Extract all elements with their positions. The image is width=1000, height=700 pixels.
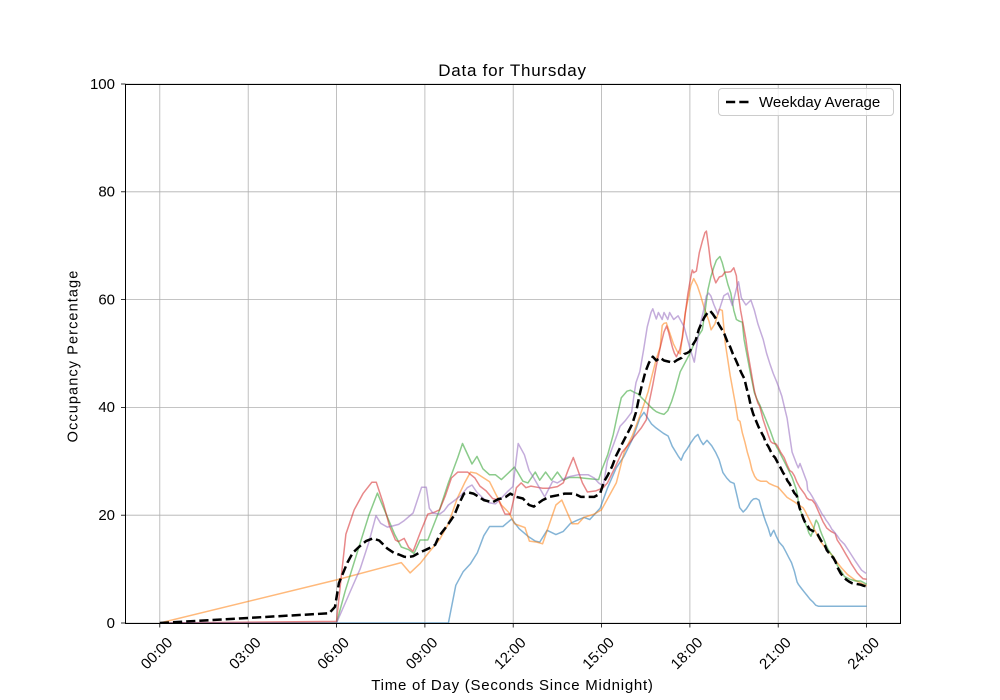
svg-text:40: 40 <box>98 399 115 416</box>
svg-text:Time of Day (Seconds Since Mid: Time of Day (Seconds Since Midnight) <box>371 677 653 694</box>
svg-text:60: 60 <box>98 291 115 308</box>
svg-text:100: 100 <box>90 76 115 93</box>
svg-text:Data for Thursday: Data for Thursday <box>438 61 587 80</box>
svg-text:0: 0 <box>107 615 115 632</box>
svg-text:Weekday Average: Weekday Average <box>759 94 880 111</box>
svg-text:80: 80 <box>98 184 115 201</box>
svg-text:20: 20 <box>98 507 115 524</box>
svg-text:Occupancy Percentage: Occupancy Percentage <box>66 270 82 443</box>
